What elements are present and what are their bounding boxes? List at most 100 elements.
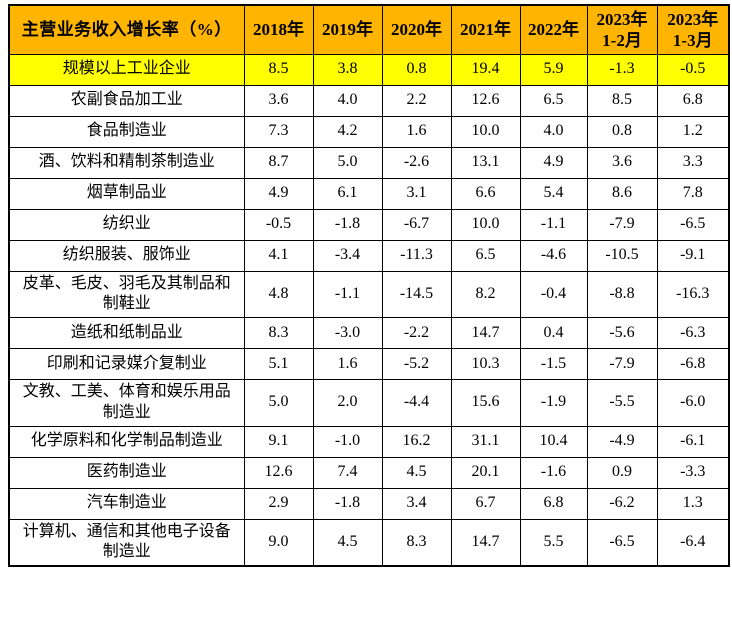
value-cell: 7.3 (243, 115, 314, 148)
row-label: 食品制造业 (8, 115, 245, 148)
value-cell: -6.5 (586, 518, 658, 567)
value-cell: 0.9 (586, 456, 658, 489)
value-cell: 6.7 (450, 487, 521, 520)
value-cell: 3.6 (243, 84, 314, 117)
value-cell: -1.8 (312, 208, 383, 241)
value-cell: -3.3 (656, 456, 730, 489)
value-cell: 4.2 (312, 115, 383, 148)
row-label: 化学原料和化学制品制造业 (8, 425, 245, 458)
value-cell: 8.5 (243, 53, 314, 86)
value-cell: -1.0 (312, 425, 383, 458)
value-cell: 7.4 (312, 456, 383, 489)
value-cell: 2.2 (381, 84, 452, 117)
value-cell: 5.5 (519, 518, 588, 567)
row-label: 酒、饮料和精制茶制造业 (8, 146, 245, 179)
value-cell: 15.6 (450, 379, 521, 427)
value-cell: -4.6 (519, 239, 588, 272)
value-cell: -1.3 (586, 53, 658, 86)
table-row: 造纸和纸制品业 8.3 -3.0 -2.2 14.7 0.4 -5.6 -6.3 (8, 317, 730, 350)
table-row: 汽车制造业 2.9 -1.8 3.4 6.7 6.8 -6.2 1.3 (8, 487, 730, 520)
value-cell: 14.7 (450, 317, 521, 350)
value-cell: -16.3 (656, 270, 730, 319)
table-container: 主营业务收入增长率（%） 2018年 2019年 2020年 2021年 2022年 20… (8, 4, 730, 568)
column-header: 2019年 (312, 4, 383, 55)
value-cell: 10.3 (450, 348, 521, 381)
value-cell: -1.8 (312, 487, 383, 520)
column-header: 2023年 1-2月 (586, 4, 658, 55)
value-cell: -6.7 (381, 208, 452, 241)
value-cell: -3.0 (312, 317, 383, 350)
growth-rate-table: 主营业务收入增长率（%） 2018年 2019年 2020年 2021年 2022年 20… (8, 4, 730, 568)
value-cell: 8.3 (381, 518, 452, 567)
value-cell: 2.0 (312, 379, 383, 427)
table-row: 医药制造业 12.6 7.4 4.5 20.1 -1.6 0.9 -3.3 (8, 456, 730, 489)
row-label: 皮革、毛皮、羽毛及其制品和制鞋业 (8, 270, 245, 319)
value-cell: -9.1 (656, 239, 730, 272)
row-label: 印刷和记录媒介复制业 (8, 348, 245, 381)
value-cell: -5.5 (586, 379, 658, 427)
value-cell: 6.6 (450, 177, 521, 210)
value-cell: 6.8 (656, 84, 730, 117)
value-cell: 10.0 (450, 115, 521, 148)
table-row: 规模以上工业企业 8.5 3.8 0.8 19.4 5.9 -1.3 -0.5 (8, 53, 730, 86)
value-cell: 16.2 (381, 425, 452, 458)
value-cell: 4.1 (243, 239, 314, 272)
value-cell: 3.3 (656, 146, 730, 179)
value-cell: 1.6 (312, 348, 383, 381)
value-cell: -6.1 (656, 425, 730, 458)
table-title: 主营业务收入增长率（%） (8, 4, 245, 55)
value-cell: -1.6 (519, 456, 588, 489)
value-cell: -6.3 (656, 317, 730, 350)
value-cell: 9.1 (243, 425, 314, 458)
value-cell: -7.9 (586, 208, 658, 241)
row-label: 烟草制品业 (8, 177, 245, 210)
value-cell: 10.4 (519, 425, 588, 458)
value-cell: -5.2 (381, 348, 452, 381)
column-header: 2022年 (519, 4, 588, 55)
value-cell: 12.6 (243, 456, 314, 489)
value-cell: -10.5 (586, 239, 658, 272)
value-cell: -7.9 (586, 348, 658, 381)
value-cell: 0.8 (381, 53, 452, 86)
value-cell: -0.5 (656, 53, 730, 86)
value-cell: -3.4 (312, 239, 383, 272)
row-label: 计算机、通信和其他电子设备制造业 (8, 518, 245, 567)
value-cell: -6.2 (586, 487, 658, 520)
value-cell: 5.9 (519, 53, 588, 86)
table-row: 文教、工美、体育和娱乐用品制造业 5.0 2.0 -4.4 15.6 -1.9 -5.5 -6… (8, 379, 730, 427)
table-row: 食品制造业 7.3 4.2 1.6 10.0 4.0 0.8 1.2 (8, 115, 730, 148)
value-cell: 8.7 (243, 146, 314, 179)
value-cell: 2.9 (243, 487, 314, 520)
table-row: 计算机、通信和其他电子设备制造业 9.0 4.5 8.3 14.7 5.5 -6.5 -6.4 (8, 518, 730, 567)
row-label: 纺织业 (8, 208, 245, 241)
value-cell: 4.9 (519, 146, 588, 179)
value-cell: 0.4 (519, 317, 588, 350)
value-cell: -0.5 (243, 208, 314, 241)
value-cell: -8.8 (586, 270, 658, 319)
value-cell: 8.3 (243, 317, 314, 350)
value-cell: 12.6 (450, 84, 521, 117)
value-cell: 14.7 (450, 518, 521, 567)
value-cell: 8.5 (586, 84, 658, 117)
table-row: 皮革、毛皮、羽毛及其制品和制鞋业 4.8 -1.1 -14.5 8.2 -0.4 -8.8-… (8, 270, 730, 319)
value-cell: -6.4 (656, 518, 730, 567)
value-cell: -1.5 (519, 348, 588, 381)
value-cell: -6.8 (656, 348, 730, 381)
value-cell: 6.8 (519, 487, 588, 520)
value-cell: 6.5 (450, 239, 521, 272)
value-cell: -11.3 (381, 239, 452, 272)
value-cell: 20.1 (450, 456, 521, 489)
value-cell: -4.4 (381, 379, 452, 427)
value-cell: -6.0 (656, 379, 730, 427)
value-cell: 5.4 (519, 177, 588, 210)
value-cell: 6.5 (519, 84, 588, 117)
row-label: 纺织服装、服饰业 (8, 239, 245, 272)
value-cell: 5.0 (243, 379, 314, 427)
value-cell: 3.1 (381, 177, 452, 210)
column-header: 2018年 (243, 4, 314, 55)
value-cell: 4.0 (519, 115, 588, 148)
value-cell: 1.3 (656, 487, 730, 520)
value-cell: 13.1 (450, 146, 521, 179)
table-row: 酒、饮料和精制茶制造业 8.7 5.0 -2.6 13.1 4.9 3.6 3.3 (8, 146, 730, 179)
value-cell: -6.5 (656, 208, 730, 241)
